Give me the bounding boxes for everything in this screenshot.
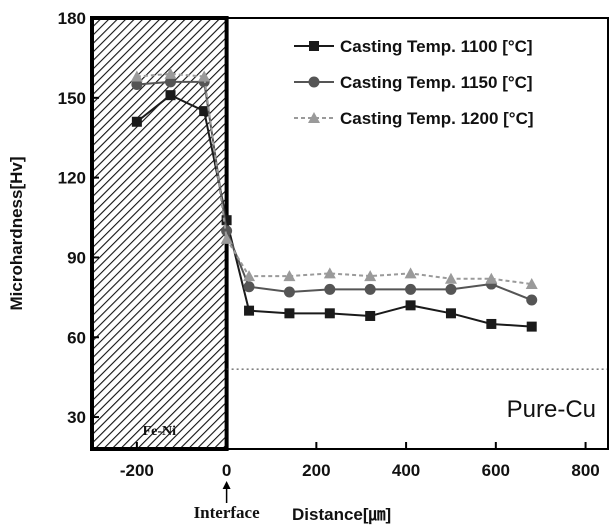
arrow-head <box>222 481 231 489</box>
legend-label: Casting Temp. 1150 [°C] <box>340 73 533 92</box>
data-point <box>165 76 177 88</box>
data-point <box>324 283 336 295</box>
data-point <box>243 281 255 293</box>
data-point <box>525 278 538 290</box>
legend-label: Casting Temp. 1100 [°C] <box>340 37 533 56</box>
y-axis-title: Microhardness[Hv] <box>7 157 26 311</box>
data-point <box>131 79 143 91</box>
data-series <box>130 67 538 332</box>
data-point <box>364 283 376 295</box>
pure-cu-annotation: Pure-Cu <box>507 396 596 423</box>
x-tick-label: 600 <box>482 461 510 480</box>
data-point <box>405 283 417 295</box>
legend-item-3: Casting Temp. 1200 [°C] <box>294 109 534 128</box>
data-point <box>445 283 457 295</box>
data-point <box>526 321 537 332</box>
x-tick-label: 0 <box>222 461 231 480</box>
y-tick-label: 30 <box>67 408 86 427</box>
y-tick-label: 150 <box>58 89 86 108</box>
data-point <box>164 67 177 79</box>
data-point <box>165 90 176 101</box>
data-point <box>445 308 456 319</box>
data-point <box>199 106 210 117</box>
data-point <box>284 308 295 319</box>
legend-item-2: Casting Temp. 1150 [°C] <box>294 73 533 92</box>
axis-ticks: -200 0 200 400 600 800 30 60 90 120 150 180 <box>58 9 600 480</box>
data-point <box>244 305 255 316</box>
data-point <box>444 272 457 284</box>
x-tick-label: 400 <box>392 461 420 480</box>
fe-ni-label: Fe-Ni <box>143 424 177 439</box>
data-point <box>365 310 376 321</box>
series-line <box>136 72 532 286</box>
data-point <box>221 215 232 226</box>
x-tick-label: 200 <box>302 461 330 480</box>
y-tick-label: 120 <box>58 169 86 188</box>
data-point <box>526 294 538 306</box>
legend-item-1: Casting Temp. 1100 [°C] <box>294 37 533 56</box>
data-point <box>283 286 295 298</box>
data-point <box>308 76 320 88</box>
interface-annotation: Interface <box>194 503 261 522</box>
data-point <box>130 70 143 82</box>
plot-frame <box>91 17 609 450</box>
x-axis-title: Distance[㎛] <box>292 505 391 525</box>
data-point <box>309 41 319 51</box>
data-point <box>364 270 377 282</box>
y-tick-label: 60 <box>67 328 86 347</box>
data-point <box>323 267 336 279</box>
data-point <box>131 116 142 127</box>
interface-arrow-icon <box>222 481 231 503</box>
data-point <box>243 270 256 282</box>
series-1 <box>131 90 537 332</box>
series-line <box>136 80 533 301</box>
data-point <box>283 270 296 282</box>
legend: Casting Temp. 1100 [°C] Casting Temp. 115… <box>294 37 534 128</box>
data-point <box>405 300 416 311</box>
data-point <box>308 112 320 123</box>
data-point <box>404 267 417 279</box>
data-point <box>486 318 497 329</box>
y-tick-label: 180 <box>58 9 86 28</box>
series-3 <box>130 67 538 290</box>
data-point <box>198 70 211 82</box>
x-tick-label: 800 <box>571 461 599 480</box>
fe-ni-region <box>90 16 229 451</box>
data-point <box>221 225 233 237</box>
series-line <box>136 93 532 328</box>
y-tick-label: 90 <box>67 248 86 267</box>
legend-label: Casting Temp. 1200 [°C] <box>340 109 534 128</box>
data-point <box>220 232 233 244</box>
x-tick-label: -200 <box>120 461 154 480</box>
data-point <box>485 272 498 284</box>
data-point <box>324 308 335 319</box>
